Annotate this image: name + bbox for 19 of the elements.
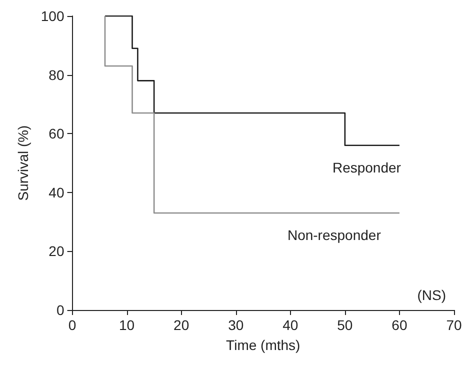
x-tick-label: 10 [119,317,135,333]
x-tick-label: 40 [282,317,298,333]
y-tick-label: 100 [40,8,64,24]
y-tick-label: 60 [48,126,64,142]
x-tick-label: 60 [392,317,408,333]
y-tick-label: 80 [48,66,64,83]
y-tick-label: 0 [56,302,64,318]
annotation: (NS) [417,287,446,303]
y-axis-title: Survival (%) [15,125,31,201]
x-tick-label: 0 [68,317,76,333]
series-label: Non-responder [287,226,382,243]
x-tick-label: 70 [446,317,462,333]
x-axis-title: Time (mths) [226,337,300,353]
y-tick-label: 40 [48,184,64,200]
x-tick-label: 20 [174,317,190,333]
x-tick-label: 30 [228,317,244,333]
x-tick-label: 50 [337,317,353,333]
series-label: Responder [332,159,402,176]
y-tick-label: 20 [48,243,64,260]
